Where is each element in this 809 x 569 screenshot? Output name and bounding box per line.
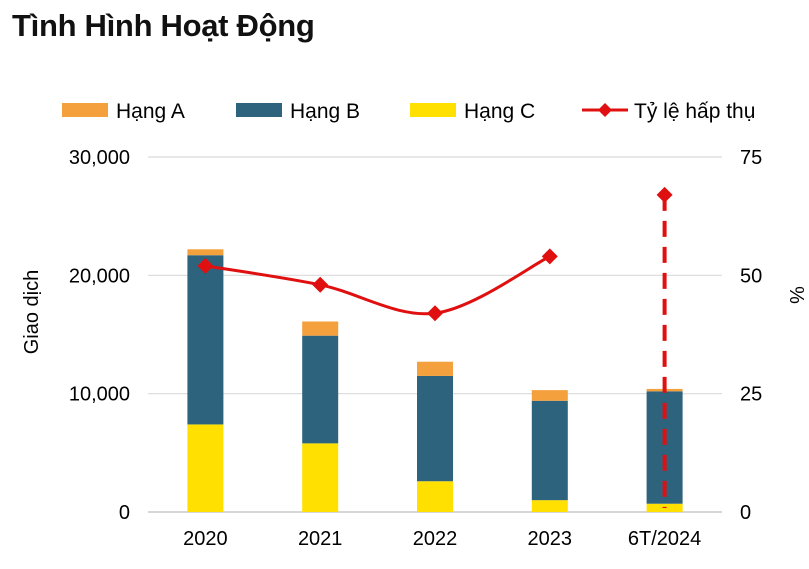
bar-segment (531, 390, 568, 401)
x-tick-label: 2022 (413, 528, 458, 550)
line-point-marker (197, 257, 214, 274)
x-tick-label: 6T/2024 (628, 528, 701, 550)
legend-swatch (62, 103, 108, 117)
y-right-tick-label: 25 (740, 384, 762, 406)
line-point-marker (541, 248, 558, 265)
legend-label: Hạng A (116, 100, 185, 123)
y-tick-label: 30,000 (69, 147, 130, 169)
y-axis-label: Giao dịch (21, 270, 43, 355)
line-point-marker (427, 305, 443, 322)
line-series-path (205, 255, 551, 316)
legend-marker (598, 103, 612, 117)
bars (187, 249, 683, 512)
bar-segment (302, 321, 339, 336)
bar-segment (417, 481, 453, 512)
y-tick-label: 10,000 (69, 384, 130, 406)
bar-segment (187, 424, 224, 512)
legend: Hạng A Hạng B Hạng C Tỷ lệ hấp thụ (62, 100, 755, 123)
legend-swatch (236, 103, 282, 117)
line-point-marker (656, 186, 673, 203)
bar-segment (302, 443, 339, 512)
legend-label: Hạng B (290, 100, 360, 123)
bar-segment (531, 500, 568, 512)
x-tick-label: 2021 (298, 528, 343, 550)
y-tick-label: 0 (119, 502, 130, 524)
y-right-tick-label: 50 (740, 265, 762, 287)
y-tick-label: 20,000 (69, 265, 130, 287)
y-right-axis-label: % (785, 286, 807, 304)
bar-segment (302, 335, 339, 444)
line-point-marker (312, 276, 329, 293)
x-tick-label: 2020 (183, 528, 228, 550)
bar-segment (417, 375, 453, 482)
axes: 0 0 10,000 25 20,000 50 30,000 75 Giao dịch % 2020… (21, 147, 807, 550)
chart-title: Tình Hình Hoạt Động (12, 8, 315, 43)
legend-label: Tỷ lệ hấp thụ (634, 100, 755, 123)
bar-segment (187, 249, 224, 256)
x-tick-label: 2023 (528, 528, 573, 550)
legend-label: Hạng C (464, 100, 535, 123)
legend-swatch (410, 103, 456, 117)
bar-segment (417, 361, 453, 376)
bar-segment (187, 255, 224, 425)
bar-segment (531, 400, 568, 501)
y-right-tick-label: 0 (740, 502, 751, 524)
y-right-tick-label: 75 (740, 147, 762, 169)
absorption-line (197, 186, 673, 508)
